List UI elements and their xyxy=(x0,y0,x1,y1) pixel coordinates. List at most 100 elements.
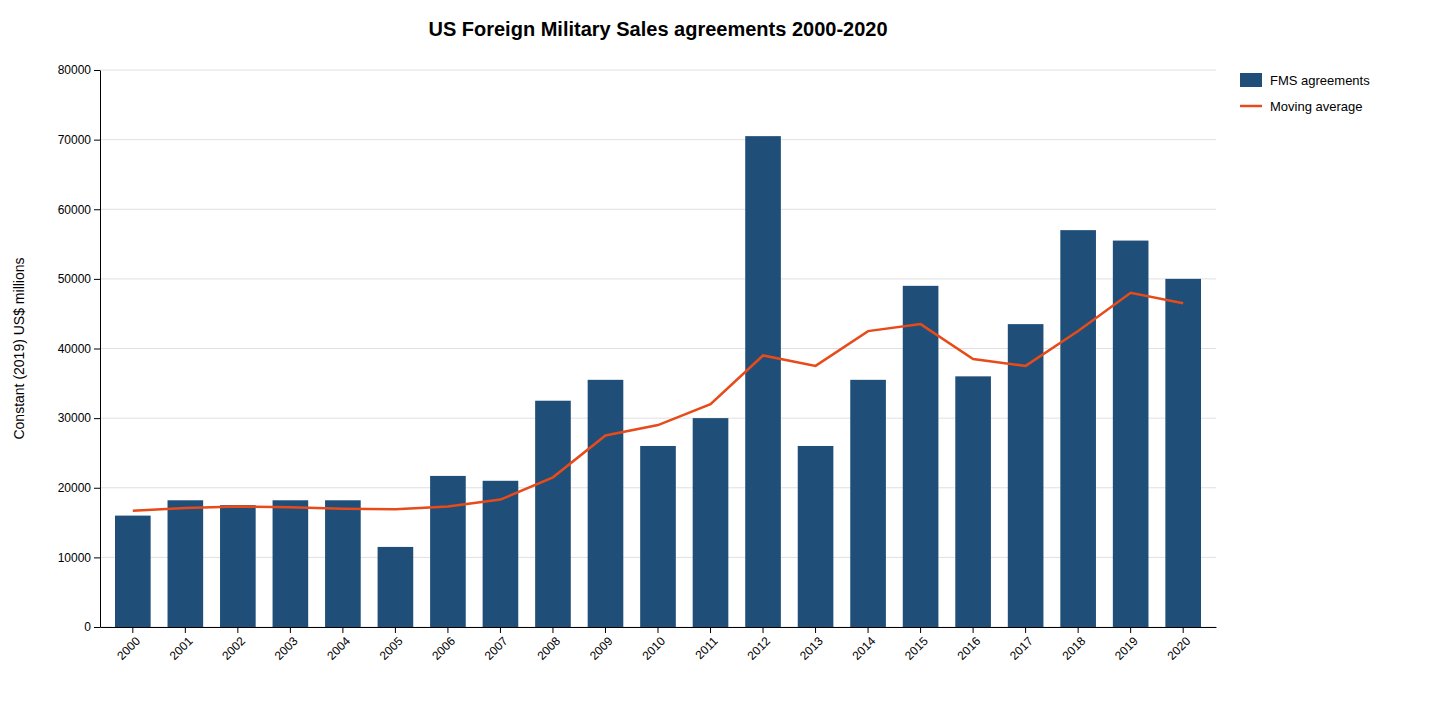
chart: 2000 2001 2002 2003 2004 2005 2006 2007 2008 2009… xyxy=(0,0,1446,707)
plot-area: 2000 2001 2002 2003 2004 2005 2006 2007 2008 2009… xyxy=(58,63,1217,663)
grid-line xyxy=(100,348,1216,349)
x-tick-label: 2011 xyxy=(693,634,721,662)
y-tick-mark xyxy=(94,627,100,628)
bar xyxy=(1165,279,1201,627)
y-axis-title: Constant (2019) US$ millions xyxy=(11,257,27,439)
x-tick: 2009 xyxy=(587,627,616,663)
x-tick-mark xyxy=(973,627,974,633)
bar xyxy=(1113,241,1149,627)
bar-series xyxy=(115,136,1201,627)
y-axis-line xyxy=(100,71,101,628)
y-tick: 80000 xyxy=(58,63,100,77)
x-tick-label: 2019 xyxy=(1112,634,1141,663)
x-tick-label: 2012 xyxy=(744,634,773,663)
x-tick-mark xyxy=(552,627,553,633)
x-tick-label: 2016 xyxy=(955,634,984,663)
x-tick-mark xyxy=(395,627,396,633)
x-tick-label: 2000 xyxy=(114,634,143,663)
x-tick: 2006 xyxy=(429,627,458,663)
x-tick-label: 2009 xyxy=(587,634,616,663)
x-tick: 2007 xyxy=(482,627,511,663)
y-tick: 50000 xyxy=(58,272,100,286)
x-tick-mark xyxy=(868,627,869,633)
grid-line xyxy=(100,278,1216,279)
bar xyxy=(903,286,939,627)
x-tick-mark xyxy=(710,627,711,633)
y-tick-mark xyxy=(94,488,100,489)
x-tick: 2002 xyxy=(219,627,248,663)
x-tick-mark xyxy=(1025,627,1026,633)
x-tick: 2014 xyxy=(849,627,878,663)
y-tick-label: 70000 xyxy=(58,133,92,147)
bar xyxy=(325,500,361,627)
y-tick-label: 20000 xyxy=(58,481,92,495)
x-tick-mark xyxy=(815,627,816,633)
x-tick: 2013 xyxy=(797,627,826,663)
bar xyxy=(955,376,991,627)
x-tick: 2016 xyxy=(955,627,984,663)
grid-line xyxy=(100,418,1216,419)
y-axis: 0100002000030000400005000060000700008000… xyxy=(58,63,101,634)
bar xyxy=(378,547,414,627)
x-tick-mark xyxy=(342,627,343,633)
legend-item: FMS agreements xyxy=(1240,73,1370,88)
bar xyxy=(745,136,781,627)
bar xyxy=(483,481,519,627)
y-tick-label: 80000 xyxy=(58,63,92,77)
x-tick-label: 2002 xyxy=(219,634,248,663)
y-tick-mark xyxy=(94,418,100,419)
y-tick-label: 50000 xyxy=(58,272,92,286)
bar xyxy=(535,401,571,627)
x-tick: 2015 xyxy=(902,627,931,663)
y-tick-label: 40000 xyxy=(58,342,92,356)
title: US Foreign Military Sales agreements 200… xyxy=(428,18,887,40)
x-tick-label: 2013 xyxy=(797,634,826,663)
x-tick-label: 2015 xyxy=(902,634,931,663)
x-tick-mark xyxy=(658,627,659,633)
x-tick: 2005 xyxy=(377,627,406,663)
bar xyxy=(850,380,886,627)
bar xyxy=(168,500,204,627)
x-tick-label: 2020 xyxy=(1165,634,1194,663)
legend-label: FMS agreements xyxy=(1270,73,1370,88)
bar xyxy=(640,446,676,627)
y-tick-mark xyxy=(94,70,100,71)
y-tick: 40000 xyxy=(58,342,100,356)
x-tick-label: 2006 xyxy=(429,634,458,663)
y-tick: 30000 xyxy=(58,411,100,425)
bar xyxy=(1060,230,1096,627)
bar xyxy=(588,380,624,627)
x-tick: 2019 xyxy=(1112,627,1141,663)
x-tick: 2004 xyxy=(324,627,353,663)
bar xyxy=(115,516,151,627)
grid-line xyxy=(100,209,1216,210)
x-tick-label: 2007 xyxy=(482,634,511,663)
bar xyxy=(430,476,466,627)
x-tick-label: 2004 xyxy=(324,634,353,663)
x-tick-mark xyxy=(447,627,448,633)
x-tick-mark xyxy=(500,627,501,633)
x-tick-label: 2005 xyxy=(377,634,406,663)
x-tick-label: 2001 xyxy=(167,634,196,663)
bar xyxy=(693,418,729,627)
bar xyxy=(273,500,309,627)
x-tick-label: 2008 xyxy=(534,634,563,663)
x-tick: 2010 xyxy=(639,627,668,663)
x-tick: 2000 xyxy=(114,627,143,663)
x-tick-mark xyxy=(763,627,764,633)
y-tick: 0 xyxy=(84,620,100,634)
legend-swatch xyxy=(1240,105,1262,108)
y-tick: 70000 xyxy=(58,133,100,147)
line xyxy=(133,293,1183,511)
grid-line xyxy=(100,139,1216,140)
legend-item: Moving average xyxy=(1240,99,1363,114)
x-tick-mark xyxy=(185,627,186,633)
legend-swatch xyxy=(1240,73,1262,87)
x-tick-mark xyxy=(1078,627,1079,633)
x-tick-label: 2003 xyxy=(272,634,301,663)
x-tick-mark xyxy=(132,627,133,633)
x-tick: 2008 xyxy=(534,627,563,663)
x-tick: 2001 xyxy=(167,627,196,663)
x-tick-mark xyxy=(920,627,921,633)
y-tick-label: 30000 xyxy=(58,411,92,425)
